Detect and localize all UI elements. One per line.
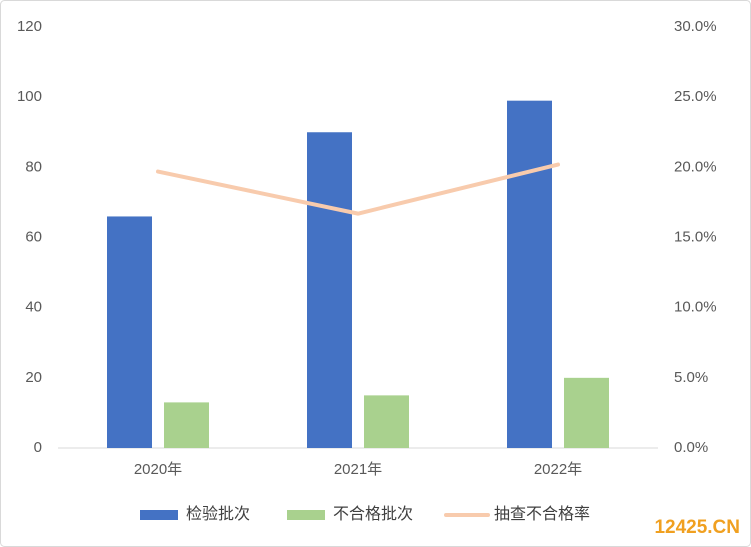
y2-tick-label: 15.0%	[674, 228, 717, 245]
y-tick-label: 0	[34, 439, 42, 456]
bar	[107, 216, 152, 448]
bar	[364, 395, 409, 448]
legend-label: 检验批次	[186, 505, 250, 523]
y2-tick-label: 10.0%	[674, 299, 717, 316]
bar	[164, 402, 209, 448]
legend-swatch	[140, 510, 178, 520]
x-tick-label: 2021年	[334, 461, 382, 478]
legend-label: 抽查不合格率	[494, 505, 590, 523]
y2-tick-label: 0.0%	[674, 439, 708, 456]
bar	[307, 132, 352, 448]
y-tick-label: 100	[17, 88, 42, 105]
legend-label: 不合格批次	[333, 505, 413, 523]
y2-tick-label: 25.0%	[674, 88, 717, 105]
y-tick-label: 40	[25, 299, 42, 316]
y2-tick-label: 20.0%	[674, 158, 717, 175]
bar	[507, 100, 552, 449]
y2-tick-label: 30.0%	[674, 18, 717, 35]
y2-tick-label: 5.0%	[674, 369, 708, 386]
x-tick-label: 2020年	[134, 461, 182, 478]
y-tick-label: 20	[25, 369, 42, 386]
y-tick-label: 60	[25, 228, 42, 245]
bar	[564, 377, 609, 448]
y-tick-label: 120	[17, 18, 42, 35]
x-tick-label: 2022年	[534, 461, 582, 478]
line-series	[156, 162, 560, 216]
legend-swatch	[287, 510, 325, 520]
watermark: 12425.CN	[654, 517, 740, 538]
y-tick-label: 80	[25, 158, 42, 175]
